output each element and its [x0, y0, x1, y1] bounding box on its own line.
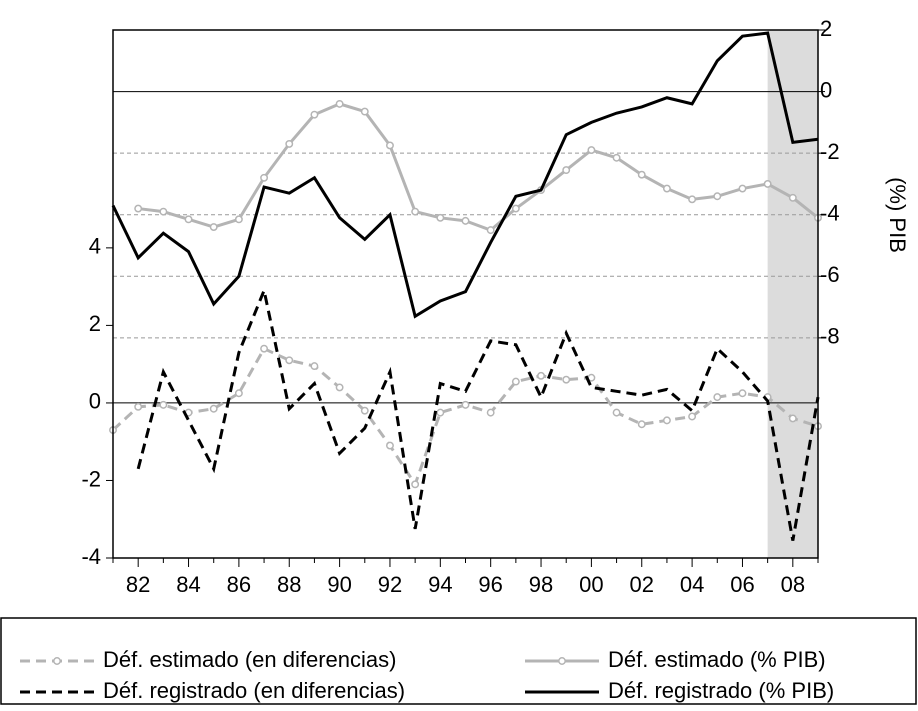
shaded-region — [767, 30, 818, 558]
x-tick-label: 02 — [630, 572, 654, 597]
point — [184, 215, 193, 224]
y-tick-label: -4 — [81, 544, 101, 569]
y2-tick-label: -8 — [820, 324, 840, 349]
point — [411, 207, 420, 216]
point — [285, 356, 294, 365]
point — [260, 173, 269, 182]
point — [788, 414, 797, 423]
y-tick-label: -2 — [81, 466, 101, 491]
y-tick-label: 0 — [89, 389, 101, 414]
series-line — [111, 31, 819, 319]
point — [461, 216, 470, 225]
y2-tick-label: 0 — [820, 77, 832, 102]
point — [637, 420, 646, 429]
point — [763, 179, 772, 188]
point — [738, 389, 747, 398]
series-line — [137, 102, 819, 232]
x-tick-label: 82 — [126, 572, 150, 597]
x-tick-label: 04 — [680, 572, 704, 597]
point — [788, 193, 797, 202]
legend-label: Déf. registrado (en diferencias) — [103, 678, 405, 703]
point — [461, 400, 470, 409]
point — [234, 215, 243, 224]
y2-tick-label: -6 — [820, 262, 840, 287]
point — [335, 99, 344, 108]
x-tick-label: 08 — [781, 572, 805, 597]
point — [511, 377, 520, 386]
point — [436, 213, 445, 222]
point — [386, 141, 394, 150]
x-tick-label: 88 — [277, 572, 301, 597]
y2-tick-label: 2 — [820, 16, 832, 41]
point — [360, 406, 369, 415]
legend-label: Déf. estimado (en diferencias) — [103, 647, 396, 672]
legend-marker — [558, 657, 566, 665]
point — [209, 404, 218, 413]
x-tick-label: 98 — [529, 572, 553, 597]
point — [738, 184, 747, 193]
y-tick-label: 2 — [89, 311, 101, 336]
x-tick-label: 96 — [478, 572, 502, 597]
point — [335, 383, 344, 392]
x-tick-label: 90 — [327, 572, 351, 597]
point — [713, 393, 722, 402]
point — [662, 416, 671, 425]
y2-tick-label: -4 — [820, 201, 840, 226]
point — [310, 110, 319, 119]
point — [159, 400, 168, 409]
point — [688, 195, 697, 204]
point — [637, 170, 646, 179]
series-line — [111, 346, 819, 488]
y-tick-label: 4 — [89, 234, 101, 259]
x-tick-label: 94 — [428, 572, 452, 597]
x-tick-label: 92 — [378, 572, 402, 597]
point — [209, 223, 218, 231]
point — [486, 226, 495, 235]
point — [662, 184, 671, 193]
point — [285, 139, 294, 148]
legend-label: Déf. registrado (% PIB) — [608, 678, 834, 703]
x-tick-label: 00 — [579, 572, 603, 597]
x-tick-label: 86 — [227, 572, 251, 597]
x-tick-label: 06 — [730, 572, 754, 597]
legend-marker — [53, 657, 61, 665]
point — [612, 408, 621, 417]
point — [159, 207, 168, 216]
point — [234, 389, 243, 398]
point — [386, 441, 394, 450]
point — [612, 153, 621, 162]
x-tick-label: 84 — [176, 572, 200, 597]
point — [360, 107, 369, 116]
point — [587, 146, 596, 155]
point — [486, 408, 495, 417]
point — [537, 371, 545, 380]
legend-box — [0, 617, 917, 705]
y2-tick-label: -2 — [820, 139, 840, 164]
point — [511, 204, 520, 213]
plot-frame — [112, 29, 819, 559]
point — [713, 192, 722, 201]
point — [134, 204, 143, 213]
point — [411, 480, 420, 489]
y2-axis-label: (%) PIB — [885, 177, 910, 253]
series-line — [136, 285, 820, 541]
point — [688, 412, 697, 421]
point — [310, 362, 319, 371]
point — [562, 166, 571, 175]
point — [260, 344, 269, 353]
point — [436, 408, 445, 417]
point — [134, 402, 143, 411]
point — [562, 375, 571, 384]
legend-label: Déf. estimado (% PIB) — [608, 647, 826, 672]
